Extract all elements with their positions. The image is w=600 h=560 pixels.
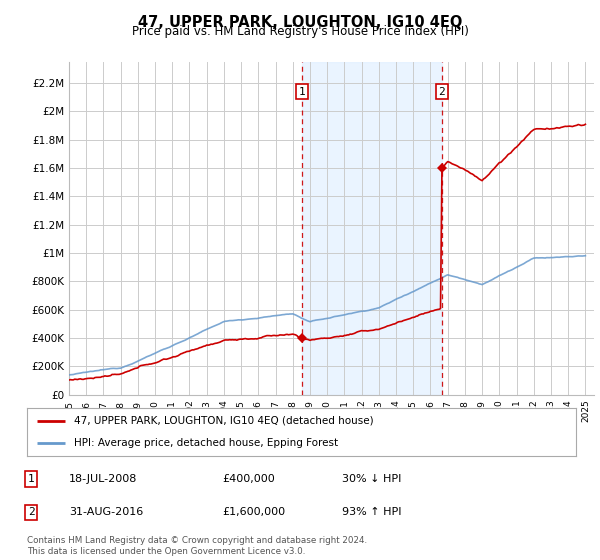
Text: 1: 1 bbox=[28, 474, 35, 484]
Text: 93% ↑ HPI: 93% ↑ HPI bbox=[342, 507, 401, 517]
Text: 2: 2 bbox=[439, 87, 445, 96]
Text: 2: 2 bbox=[28, 507, 35, 517]
Text: 18-JUL-2008: 18-JUL-2008 bbox=[69, 474, 137, 484]
Text: £400,000: £400,000 bbox=[222, 474, 275, 484]
Text: 47, UPPER PARK, LOUGHTON, IG10 4EQ: 47, UPPER PARK, LOUGHTON, IG10 4EQ bbox=[138, 15, 462, 30]
Text: Contains HM Land Registry data © Crown copyright and database right 2024.
This d: Contains HM Land Registry data © Crown c… bbox=[27, 536, 367, 556]
Text: Price paid vs. HM Land Registry's House Price Index (HPI): Price paid vs. HM Land Registry's House … bbox=[131, 25, 469, 38]
Text: 1: 1 bbox=[299, 87, 305, 96]
Text: HPI: Average price, detached house, Epping Forest: HPI: Average price, detached house, Eppi… bbox=[74, 438, 338, 448]
Text: 30% ↓ HPI: 30% ↓ HPI bbox=[342, 474, 401, 484]
Bar bbox=[302, 62, 442, 395]
Text: 31-AUG-2016: 31-AUG-2016 bbox=[69, 507, 143, 517]
Text: 47, UPPER PARK, LOUGHTON, IG10 4EQ (detached house): 47, UPPER PARK, LOUGHTON, IG10 4EQ (deta… bbox=[74, 416, 373, 426]
Text: £1,600,000: £1,600,000 bbox=[222, 507, 285, 517]
